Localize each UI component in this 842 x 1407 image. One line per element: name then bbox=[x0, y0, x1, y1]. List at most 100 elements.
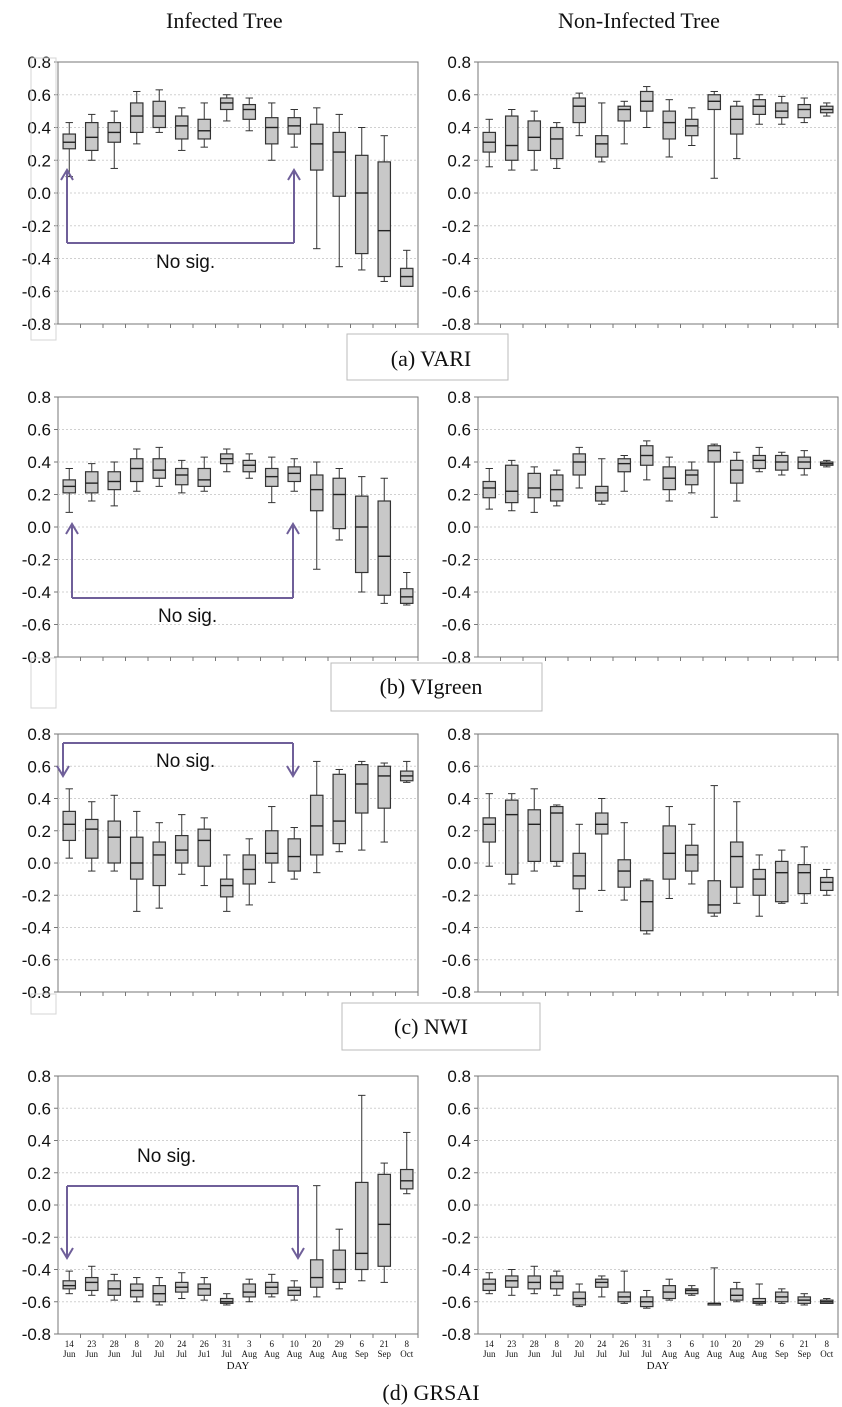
y-tick-label: -0.8 bbox=[22, 1325, 51, 1344]
box bbox=[594, 812, 609, 835]
y-tick-label: -0.8 bbox=[442, 983, 471, 1002]
box bbox=[399, 1168, 414, 1190]
y-tick-label: 0.4 bbox=[447, 1132, 471, 1151]
box bbox=[152, 100, 167, 129]
x-tick-month: Sep bbox=[798, 1349, 812, 1359]
box bbox=[129, 836, 144, 880]
box bbox=[639, 880, 654, 932]
box bbox=[527, 809, 542, 862]
x-tick-month: Sep bbox=[775, 1349, 789, 1359]
y-tick-label: 0.4 bbox=[27, 790, 51, 809]
box bbox=[399, 267, 414, 287]
non-infected-column-title: Non-Infected Tree bbox=[558, 8, 720, 33]
x-tick-day: 20 bbox=[155, 1339, 165, 1349]
box bbox=[309, 1259, 324, 1288]
y-tick-label: -0.2 bbox=[22, 551, 51, 570]
x-tick-month: Oct bbox=[400, 1349, 413, 1359]
y-tick-label: 0.8 bbox=[447, 53, 471, 72]
box bbox=[752, 1297, 767, 1304]
x-tick-day: 29 bbox=[755, 1339, 765, 1349]
no-sig-annotation: No sig. bbox=[137, 1146, 196, 1167]
y-tick-label: 0.2 bbox=[447, 151, 471, 170]
box bbox=[729, 459, 744, 484]
y-tick-label: -0.4 bbox=[22, 1261, 51, 1280]
box bbox=[572, 97, 587, 124]
box bbox=[774, 454, 789, 471]
x-tick-month: Jun bbox=[85, 1349, 98, 1359]
x-tick-month: Jul bbox=[641, 1349, 652, 1359]
box bbox=[617, 859, 632, 888]
panel-caption: (a) VARI bbox=[391, 346, 471, 371]
x-tick-month: Aug bbox=[287, 1349, 303, 1359]
box bbox=[242, 1283, 257, 1298]
y-tick-label: 0.4 bbox=[27, 119, 51, 138]
y-tick-label: 0.2 bbox=[27, 486, 51, 505]
y-tick-label: -0.2 bbox=[442, 886, 471, 905]
box bbox=[399, 588, 414, 604]
box bbox=[707, 94, 722, 111]
box bbox=[107, 471, 122, 491]
box bbox=[242, 103, 257, 120]
box bbox=[309, 123, 324, 171]
x-tick-day: 21 bbox=[800, 1339, 809, 1349]
x-tick-day: 24 bbox=[177, 1339, 187, 1349]
box bbox=[729, 841, 744, 888]
arrow-head bbox=[291, 1247, 305, 1260]
y-tick-label: -0.4 bbox=[442, 1261, 471, 1280]
box bbox=[354, 764, 369, 814]
x-tick-month: Sep bbox=[378, 1349, 392, 1359]
y-tick-label: 0.6 bbox=[447, 86, 471, 105]
box bbox=[797, 103, 812, 119]
x-tick-day: 3 bbox=[247, 1339, 252, 1349]
box bbox=[549, 126, 564, 160]
x-tick-month: Jun bbox=[63, 1349, 76, 1359]
y-tick-label: 0.8 bbox=[27, 388, 51, 407]
infected-column-title: Infected Tree bbox=[166, 8, 283, 33]
y-tick-label: 0.4 bbox=[447, 453, 471, 472]
x-tick-day: 10 bbox=[290, 1339, 300, 1349]
y-tick-label: 0.0 bbox=[447, 518, 471, 537]
x-tick-month: Jun bbox=[483, 1349, 496, 1359]
x-tick-day: 24 bbox=[597, 1339, 607, 1349]
box bbox=[504, 1275, 519, 1288]
box bbox=[684, 844, 699, 872]
box bbox=[572, 453, 587, 476]
box bbox=[482, 480, 497, 499]
y-tick-label: 0.6 bbox=[447, 757, 471, 776]
box bbox=[572, 852, 587, 890]
x-tick-month: Aug bbox=[332, 1349, 348, 1359]
box bbox=[684, 1288, 699, 1295]
box bbox=[84, 1276, 99, 1292]
y-tick-label: 0.2 bbox=[447, 822, 471, 841]
y-tick-label: -0.8 bbox=[442, 1325, 471, 1344]
y-tick-label: -0.6 bbox=[442, 282, 471, 301]
x-tick-month: Jun bbox=[108, 1349, 121, 1359]
caption-frame bbox=[346, 333, 509, 381]
y-tick-label: 0.0 bbox=[27, 1196, 51, 1215]
y-tick-label: -0.8 bbox=[22, 315, 51, 334]
box bbox=[107, 820, 122, 864]
y-tick-label: 0.2 bbox=[447, 1164, 471, 1183]
x-tick-day: 31 bbox=[642, 1339, 651, 1349]
box bbox=[752, 454, 767, 470]
y-tick-label: 0.0 bbox=[27, 184, 51, 203]
box bbox=[377, 500, 392, 596]
box bbox=[482, 817, 497, 843]
box bbox=[242, 459, 257, 473]
y-tick-label: 0.2 bbox=[27, 151, 51, 170]
box bbox=[197, 1283, 212, 1296]
x-tick-month: Jul bbox=[596, 1349, 607, 1359]
y-tick-label: -0.4 bbox=[442, 919, 471, 938]
box bbox=[377, 1173, 392, 1267]
y-tick-label: -0.6 bbox=[22, 616, 51, 635]
box bbox=[662, 825, 677, 880]
x-tick-day: 8 bbox=[825, 1339, 830, 1349]
box bbox=[707, 445, 722, 463]
x-tick-month: Aug bbox=[684, 1349, 700, 1359]
box bbox=[774, 860, 789, 903]
y-tick-label: -0.6 bbox=[442, 616, 471, 635]
x-tick-month: Aug bbox=[309, 1349, 325, 1359]
box bbox=[662, 110, 677, 140]
box bbox=[174, 467, 189, 486]
